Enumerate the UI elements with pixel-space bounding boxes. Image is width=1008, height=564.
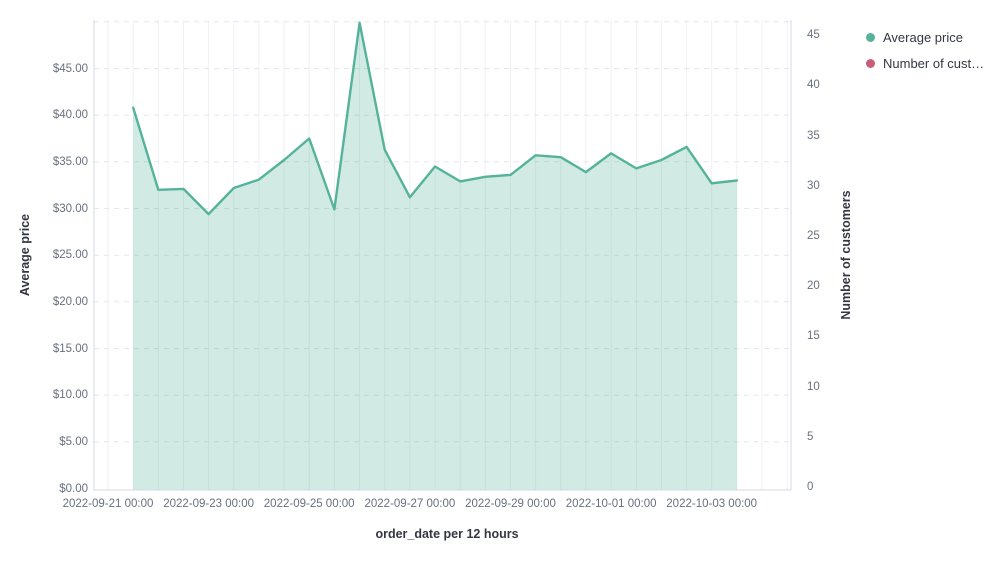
right-axis-tick-label: 30 — [807, 179, 820, 192]
left-axis-tick-label: $20.00 — [52, 295, 88, 308]
left-axis-tick-label: $0.00 — [59, 482, 88, 495]
left-axis-tick-label: $25.00 — [52, 249, 88, 262]
series-dot-icon — [866, 58, 875, 68]
left-axis-tick-label: $35.00 — [52, 155, 88, 168]
right-axis-tick-label: 15 — [807, 330, 820, 343]
right-axis-tick-label: 5 — [807, 430, 814, 443]
x-axis-tick-label: 2022-09-21 00:00 — [62, 498, 154, 510]
legend: Average price Number of cust… — [866, 24, 984, 76]
x-axis-tick-label: 2022-09-23 00:00 — [163, 498, 254, 510]
left-axis-tick-label: $45.00 — [52, 62, 88, 75]
left-axis-tick-label: $40.00 — [52, 109, 88, 122]
x-axis-tick-label: 2022-10-03 00:00 — [666, 498, 758, 510]
right-axis-tick-label: 10 — [807, 380, 820, 393]
right-axis-tick-label: 45 — [807, 29, 820, 42]
left-axis-tick-label: $30.00 — [52, 202, 88, 215]
x-axis-tick-label: 2022-10-01 00:00 — [565, 498, 657, 510]
right-axis-tick-label: 25 — [807, 230, 820, 242]
x-axis-tick-label: 2022-09-27 00:00 — [364, 498, 456, 510]
right-axis-tick-label: 20 — [807, 280, 820, 293]
right-axis-tick-label: 40 — [807, 79, 820, 92]
left-axis-tick-label: $15.00 — [52, 342, 88, 355]
series-dot-icon — [866, 32, 875, 42]
right-axis-tick-label: 35 — [807, 129, 820, 142]
legend-item-average-price[interactable]: Average price — [866, 24, 984, 50]
left-axis-tick-label: $5.00 — [59, 435, 88, 448]
left-axis-title: Average price — [18, 213, 32, 297]
right-axis-title: Number of customers — [839, 190, 853, 320]
x-axis-tick-label: 2022-09-29 00:00 — [465, 498, 556, 510]
legend-item-label: Average price — [883, 29, 963, 45]
right-axis-tick-label: 0 — [807, 481, 814, 493]
x-axis-title: order_date per 12 hours — [375, 527, 519, 541]
x-axis-tick-label: 2022-09-25 00:00 — [263, 498, 355, 510]
legend-item-number-of-customers[interactable]: Number of cust… — [866, 50, 984, 76]
left-axis-tick-label: $10.00 — [52, 389, 88, 402]
legend-item-label: Number of cust… — [883, 55, 985, 71]
